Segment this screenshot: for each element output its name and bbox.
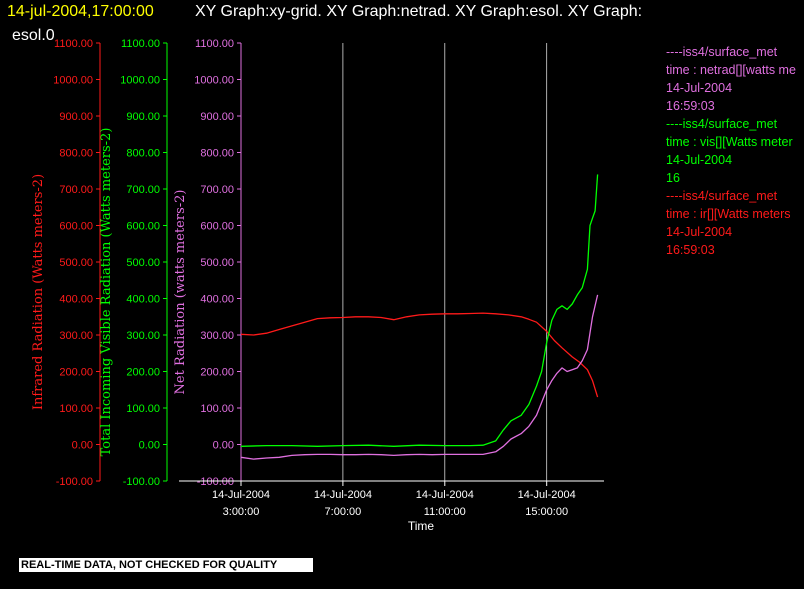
y-tick-label: 1000.00 <box>53 75 93 87</box>
y-tick-label: 400.00 <box>200 294 234 306</box>
y-tick-label: 200.00 <box>126 367 160 379</box>
series-line-vis <box>240 174 599 447</box>
legend-time: 16:59:03 <box>666 243 715 257</box>
y-tick-label: 300.00 <box>126 330 160 342</box>
y-tick-label: 0.00 <box>213 440 234 452</box>
y-tick-label: 300.00 <box>59 330 93 342</box>
header-graph-list-continued: esol.0 <box>12 27 55 44</box>
y-tick-label: 1100.00 <box>195 38 234 50</box>
legend-source: ----iss4/surface_met <box>666 117 778 131</box>
y-tick-label: 500.00 <box>59 257 93 269</box>
y-tick-label: 1100.00 <box>54 38 93 50</box>
x-tick-time: 7:00:00 <box>325 506 362 518</box>
y-tick-label: 800.00 <box>200 148 234 160</box>
y-tick-label: 600.00 <box>126 221 160 233</box>
legend-date: 14-Jul-2004 <box>666 81 733 95</box>
y-tick-label: -100.00 <box>197 476 234 488</box>
y-tick-label: 200.00 <box>59 367 93 379</box>
y-tick-label: 800.00 <box>59 148 93 160</box>
y-axis-title-vis: Total Incoming Visible Radiation (Watts … <box>99 128 114 457</box>
y-tick-label: 500.00 <box>126 257 160 269</box>
y-tick-label: 1000.00 <box>194 75 234 87</box>
y-tick-label: 900.00 <box>200 111 234 123</box>
series-line-netrad <box>240 294 599 460</box>
y-tick-label: 1000.00 <box>120 75 160 87</box>
x-tick-date: 14-Jul-2004 <box>518 489 576 501</box>
legend-date: 14-Jul-2004 <box>666 225 733 239</box>
y-tick-label: 100.00 <box>126 403 160 415</box>
y-axis-title-netrad: Net Radiation (watts meters-2) <box>173 190 188 395</box>
y-axes: -100.00 0.00 100.00 200.00 300.00 400.00 500.0… <box>31 38 242 488</box>
x-tick-time: 11:00:00 <box>424 506 466 518</box>
y-tick-label: 100.00 <box>59 403 93 415</box>
y-axis-title-ir: Infrared Radiation (Watts meters-2) <box>31 174 46 410</box>
x-tick-date: 14-Jul-2004 <box>314 489 372 501</box>
legend-field: time : ir[][Watts meters <box>666 207 791 221</box>
y-tick-label: 400.00 <box>59 294 93 306</box>
header-graph-list: XY Graph:xy-grid. XY Graph:netrad. XY Gr… <box>195 3 643 20</box>
y-tick-label: 400.00 <box>126 294 160 306</box>
y-tick-label: 700.00 <box>59 184 93 196</box>
y-tick-label: 900.00 <box>126 111 160 123</box>
y-tick-label: 900.00 <box>59 111 93 123</box>
x-tick-date: 14-Jul-2004 <box>212 489 270 501</box>
x-tick-time: 3:00:00 <box>223 506 260 518</box>
data-series <box>240 174 599 460</box>
y-tick-label: 800.00 <box>126 148 160 160</box>
y-tick-label: 700.00 <box>200 184 234 196</box>
legend-time: 16:59:03 <box>666 99 715 113</box>
x-tick-time: 15:00:00 <box>525 506 568 518</box>
x-tick-date: 14-Jul-2004 <box>416 489 474 501</box>
legend-source: ----iss4/surface_met <box>666 45 778 59</box>
y-tick-label: 0.00 <box>139 440 160 452</box>
legend-date: 14-Jul-2004 <box>666 153 733 167</box>
y-tick-label: 700.00 <box>126 184 160 196</box>
legend-time: 16 <box>666 171 680 185</box>
y-tick-label: -100.00 <box>123 476 160 488</box>
grid-lines <box>240 43 548 481</box>
y-tick-label: 100.00 <box>200 403 234 415</box>
legend-source: ----iss4/surface_met <box>666 189 778 203</box>
header-timestamp: 14-jul-2004,17:00:00 <box>7 3 154 20</box>
y-tick-label: -100.00 <box>56 476 93 488</box>
y-tick-label: 1100.00 <box>121 38 160 50</box>
quality-notice: REAL-TIME DATA, NOT CHECKED FOR QUALITY <box>19 558 313 572</box>
x-axis: 14-Jul-2004 3:00:00 14-Jul-2004 7:00:00 14-J… <box>179 480 604 533</box>
y-tick-label: 600.00 <box>200 221 234 233</box>
legend-field: time : netrad[][watts me <box>666 63 796 77</box>
y-tick-label: 0.00 <box>72 440 93 452</box>
legend-field: time : vis[][Watts meter <box>666 135 793 149</box>
y-tick-label: 500.00 <box>200 257 234 269</box>
y-tick-label: 200.00 <box>200 367 234 379</box>
x-axis-title: Time <box>408 519 435 533</box>
y-tick-label: 300.00 <box>200 330 234 342</box>
series-line-ir <box>240 312 599 398</box>
y-tick-label: 600.00 <box>59 221 93 233</box>
